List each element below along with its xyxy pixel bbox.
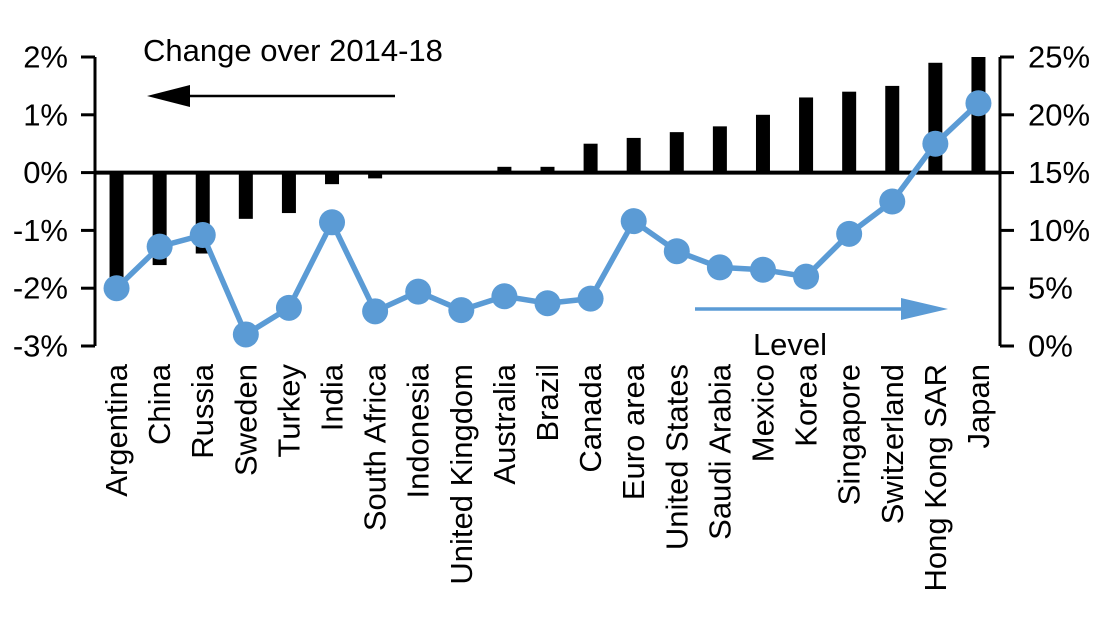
category-label-indonesia: Indonesia bbox=[401, 363, 436, 498]
category-label-argentina: Argentina bbox=[99, 363, 134, 496]
line-series-annotation: Level bbox=[752, 327, 828, 362]
left-axis-tick-label: 1% bbox=[23, 97, 68, 132]
left-axis-tick-label: 2% bbox=[23, 40, 68, 75]
bar-united-states bbox=[669, 132, 684, 173]
bar-singapore bbox=[842, 91, 857, 173]
left-arrow-head bbox=[147, 85, 190, 107]
left-axis-tick-label: -3% bbox=[13, 329, 68, 364]
level-marker-mexico bbox=[749, 256, 776, 283]
level-marker-india bbox=[319, 209, 346, 236]
level-marker-argentina bbox=[103, 275, 130, 302]
level-marker-indonesia bbox=[405, 278, 432, 305]
bar-euro-area bbox=[626, 137, 641, 173]
bar-argentina bbox=[109, 172, 124, 283]
category-label-australia: Australia bbox=[487, 363, 522, 484]
level-marker-china bbox=[146, 233, 173, 260]
bar-korea bbox=[799, 97, 814, 173]
level-marker-singapore bbox=[836, 220, 863, 247]
level-marker-korea bbox=[793, 263, 820, 290]
category-label-hong-kong-sar: Hong Kong SAR bbox=[918, 364, 953, 591]
right-axis-tick-label: 5% bbox=[1028, 271, 1073, 306]
category-label-united-kingdom: United Kingdom bbox=[444, 364, 479, 585]
category-label-mexico: Mexico bbox=[745, 364, 780, 462]
category-label-saudi-arabia: Saudi Arabia bbox=[702, 363, 737, 540]
level-marker-united-kingdom bbox=[448, 297, 475, 324]
category-label-south-africa: South Africa bbox=[358, 363, 393, 531]
level-marker-brazil bbox=[534, 290, 561, 317]
level-marker-australia bbox=[491, 283, 518, 310]
category-label-united-states: United States bbox=[659, 364, 694, 550]
bar-saudi-arabia bbox=[712, 126, 727, 173]
category-label-turkey: Turkey bbox=[271, 364, 306, 458]
bar-south-africa bbox=[368, 172, 383, 179]
bar-canada bbox=[583, 143, 598, 173]
left-axis-tick-label: -2% bbox=[13, 271, 68, 306]
level-marker-south-africa bbox=[362, 298, 389, 325]
bar-mexico bbox=[755, 114, 770, 173]
category-label-korea: Korea bbox=[789, 363, 824, 446]
category-label-singapore: Singapore bbox=[832, 364, 867, 505]
level-marker-saudi-arabia bbox=[706, 254, 733, 281]
right-axis-tick-label: 25% bbox=[1028, 40, 1090, 75]
bar-sweden bbox=[238, 172, 253, 219]
bar-series-annotation: Change over 2014-18 bbox=[143, 33, 443, 68]
level-marker-sweden bbox=[232, 321, 259, 348]
left-axis-tick-label: -1% bbox=[13, 213, 68, 248]
category-label-brazil: Brazil bbox=[530, 364, 565, 442]
level-marker-switzerland bbox=[879, 188, 906, 215]
right-axis-tick-label: 0% bbox=[1028, 329, 1073, 364]
level-marker-euro-area bbox=[620, 208, 647, 235]
category-label-canada: Canada bbox=[573, 363, 608, 472]
bar-india bbox=[325, 172, 340, 185]
category-label-switzerland: Switzerland bbox=[875, 364, 910, 524]
bar-australia bbox=[497, 166, 512, 173]
category-label-euro-area: Euro area bbox=[616, 363, 651, 500]
category-label-russia: Russia bbox=[185, 363, 220, 459]
right-axis-tick-label: 10% bbox=[1028, 213, 1090, 248]
bar-brazil bbox=[540, 166, 555, 173]
category-label-sweden: Sweden bbox=[228, 364, 263, 476]
bar-turkey bbox=[281, 172, 296, 214]
right-axis-tick-label: 15% bbox=[1028, 155, 1090, 190]
level-marker-united-states bbox=[663, 238, 690, 265]
level-marker-canada bbox=[577, 285, 604, 312]
level-marker-russia bbox=[189, 222, 216, 249]
level-marker-japan bbox=[965, 90, 992, 117]
right-arrow-head bbox=[901, 298, 948, 320]
bar-switzerland bbox=[885, 85, 900, 173]
level-marker-turkey bbox=[275, 294, 302, 321]
category-label-japan: Japan bbox=[961, 364, 996, 448]
category-label-india: India bbox=[315, 363, 350, 431]
right-axis-tick-label: 20% bbox=[1028, 97, 1090, 132]
left-axis-tick-label: 0% bbox=[23, 155, 68, 190]
category-label-china: China bbox=[142, 363, 177, 445]
level-marker-hong-kong-sar bbox=[922, 130, 949, 157]
